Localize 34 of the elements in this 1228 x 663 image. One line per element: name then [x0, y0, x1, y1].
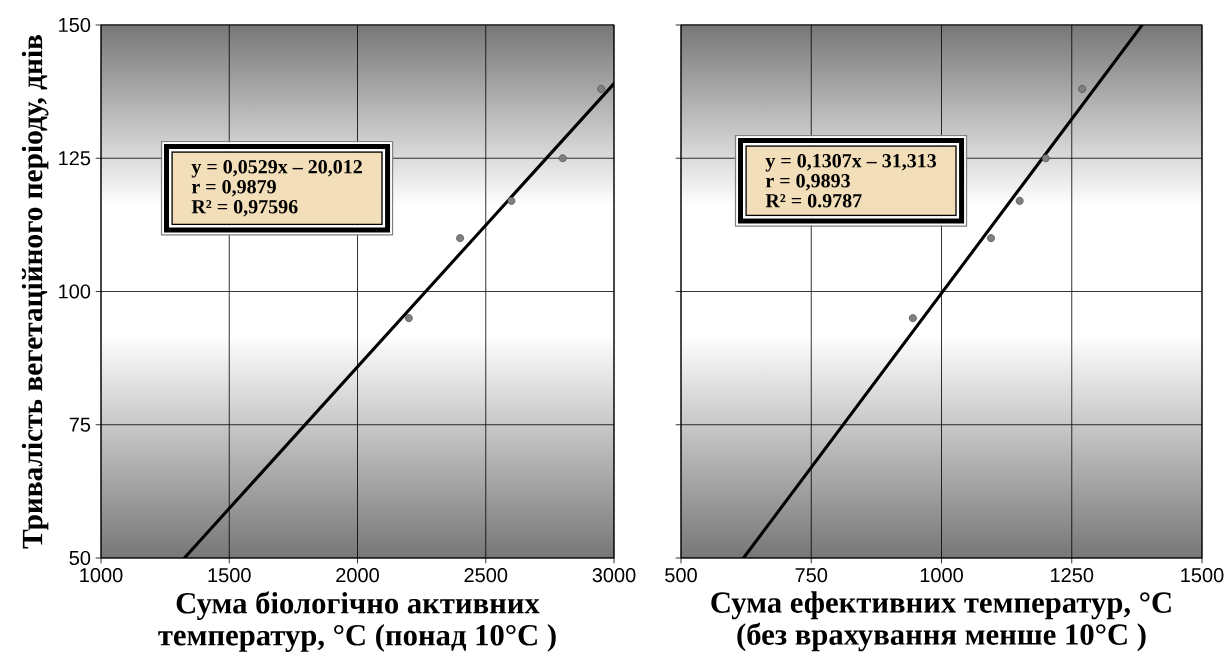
- x-tick-label: 1500: [1181, 568, 1224, 583]
- annotation: y = 0,0529x – 20,012: [191, 159, 362, 178]
- point: [1078, 85, 1087, 93]
- x-tick-label: 500: [665, 568, 697, 583]
- y-axis-title: Тривалість вегетаційного періоду, днів: [21, 35, 49, 549]
- point: [1041, 154, 1050, 163]
- x-tick-label: 750: [795, 568, 828, 583]
- y-tick-label: 50: [69, 550, 91, 566]
- x-tick-label: 1000: [80, 568, 123, 583]
- x-tick-label: 1000: [920, 568, 963, 583]
- annotation: r = 0,9893: [765, 173, 850, 191]
- point: [987, 234, 995, 243]
- y-tick-label: 125: [59, 151, 91, 166]
- point: [507, 196, 516, 205]
- point: [404, 314, 413, 323]
- y-tick-label: 75: [69, 417, 91, 432]
- annotation: y = 0,1307x – 31,313: [765, 153, 937, 172]
- x-axis-title: Сума біологічно активних температур, °C (понад 10°C ): [158, 591, 556, 652]
- x-tick-label: 2500: [464, 568, 508, 583]
- annotation: r = 0,9879: [191, 179, 276, 197]
- x-tick-label: 2000: [336, 568, 379, 583]
- x-tick-label: 3000: [592, 568, 636, 583]
- point: [558, 154, 567, 163]
- x-tick-label: 1500: [208, 568, 251, 583]
- point: [908, 314, 917, 323]
- x-tick-label: 1250: [1051, 568, 1094, 583]
- x-axis-title: Сума ефективних температур, °C (без врахування менше 10°C ): [711, 591, 1171, 652]
- point: [597, 85, 606, 93]
- annotation: R² = 0,97596: [191, 199, 298, 217]
- point: [456, 234, 465, 243]
- y-tick-label: 150: [59, 17, 91, 33]
- y-tick-label: 100: [59, 284, 91, 299]
- annotation: R² = 0.9787: [765, 193, 862, 208]
- point: [1015, 196, 1024, 205]
